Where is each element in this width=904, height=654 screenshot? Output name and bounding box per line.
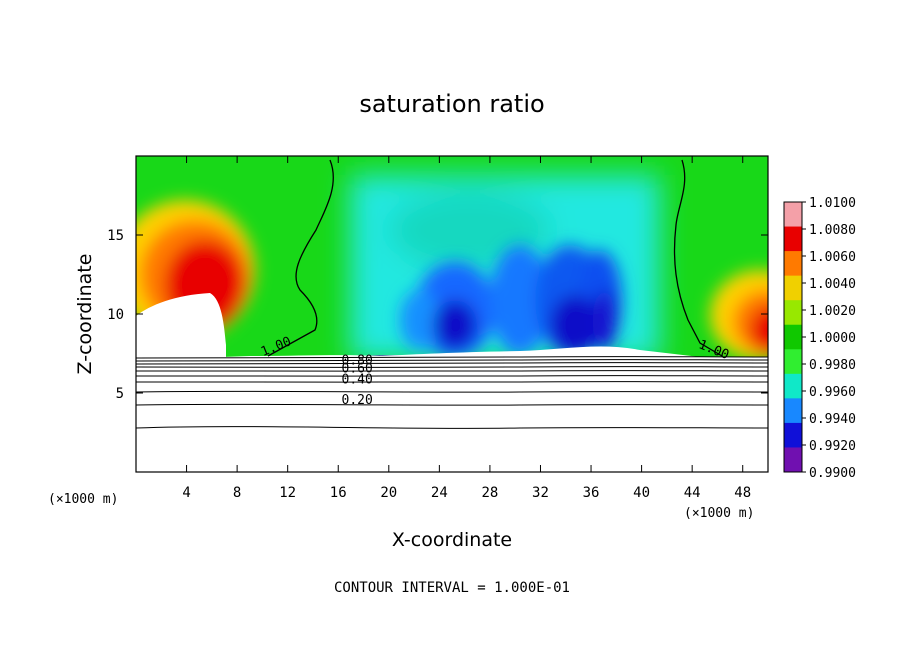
- x-unit-label-left: (×1000 m): [48, 492, 118, 507]
- colorbar-label: 0.9980: [809, 358, 856, 373]
- chart-title: saturation ratio: [359, 90, 544, 118]
- contour-label-text: 0.20: [342, 393, 373, 408]
- y-tick-label: 5: [116, 386, 124, 402]
- colorbar-label: 1.0060: [809, 250, 856, 265]
- colorbar-label: 0.9940: [809, 412, 856, 427]
- x-axis-ticks: 4 8 12 16 20 24 28 32 36 40 44 48: [182, 156, 751, 501]
- colorbar-label: 1.0000: [809, 331, 856, 346]
- colorbar-label: 1.0080: [809, 223, 856, 238]
- colorbar-swatch: [784, 226, 802, 252]
- x-tick-label: 8: [233, 485, 241, 501]
- x-tick-label: 16: [330, 485, 347, 501]
- x-tick-label: 28: [481, 485, 498, 501]
- x-tick-label: 20: [380, 485, 397, 501]
- y-axis-ticks: 5 10 15: [107, 228, 768, 402]
- x-tick-label: 44: [684, 485, 701, 501]
- colorbar-swatch: [784, 300, 802, 326]
- x-axis-label: X-coordinate: [392, 529, 512, 551]
- colorbar-swatch: [784, 251, 802, 277]
- y-tick-label: 10: [107, 307, 124, 323]
- contour-label-text: 0.40: [342, 373, 373, 388]
- contour-label: 0.80: [342, 354, 373, 369]
- contour-lines: [135, 356, 769, 429]
- x-tick-label: 32: [532, 485, 549, 501]
- colorbar-swatch: [784, 447, 802, 473]
- colorbar-swatch: [784, 349, 802, 375]
- x-tick-label: 4: [182, 485, 190, 501]
- colorbar-label: 1.0040: [809, 277, 856, 292]
- contour-label-text: 0.60: [342, 361, 373, 376]
- shaded-field: [136, 156, 768, 472]
- colorbar-label: 0.9960: [809, 385, 856, 400]
- y-tick-label: 15: [107, 228, 124, 244]
- contour-label: 0.40: [342, 373, 373, 388]
- y-axis-label: Z-coordinate: [74, 254, 96, 375]
- x-tick-label: 24: [431, 485, 448, 501]
- colorbar-swatch: [784, 324, 802, 350]
- contour-label-text: 0.80: [342, 354, 373, 369]
- colorbar-swatch: [784, 275, 802, 301]
- colorbar-label: 0.9900: [809, 466, 856, 481]
- x-tick-label: 48: [734, 485, 751, 501]
- colorbar-swatch: [784, 422, 802, 448]
- colorbar-swatch: [784, 398, 802, 424]
- contour-interval-note: CONTOUR INTERVAL = 1.000E-01: [334, 580, 570, 596]
- colorbar-swatch: [784, 202, 802, 228]
- x-tick-label: 36: [583, 485, 600, 501]
- colorbar-label: 0.9920: [809, 439, 856, 454]
- colorbar-label: 1.0100: [809, 196, 856, 211]
- contour-label: 0.20: [342, 393, 373, 408]
- x-tick-label: 40: [633, 485, 650, 501]
- x-unit-label-right: (×1000 m): [684, 506, 754, 521]
- contour-label: 0.60: [342, 361, 373, 376]
- x-tick-label: 12: [279, 485, 296, 501]
- colorbar-swatch: [784, 373, 802, 399]
- colorbar: 1.0100 1.0080 1.0060 1.0040 1.0020 1.0000 0.99…: [783, 196, 856, 481]
- colorbar-label: 1.0020: [809, 304, 856, 319]
